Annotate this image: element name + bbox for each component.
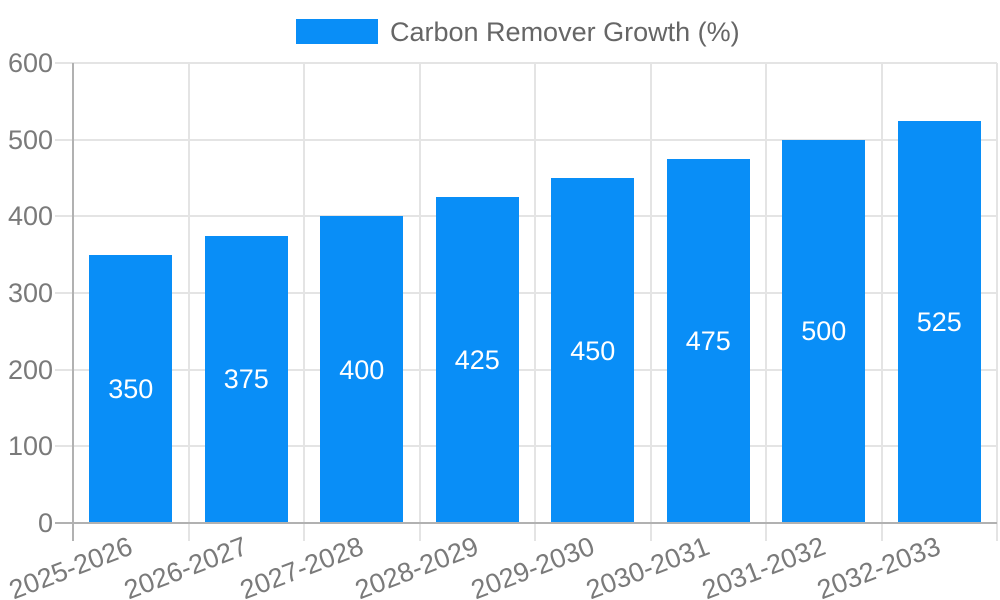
legend-swatch[interactable] <box>296 19 378 44</box>
gridline-horizontal <box>55 445 997 448</box>
gridline-vertical <box>996 63 998 541</box>
gridline-vertical <box>534 63 536 541</box>
bar-2031-2032[interactable] <box>782 139 866 523</box>
gridline-horizontal <box>55 292 997 294</box>
bar-2027-2028[interactable] <box>320 216 404 523</box>
y-axis-line <box>72 63 74 541</box>
bar-2029-2030[interactable] <box>551 178 635 523</box>
y-axis-tick-label: 600 <box>7 48 53 78</box>
y-axis-tick-label: 300 <box>7 278 53 308</box>
y-axis-tick-label: 0 <box>37 508 53 538</box>
y-axis-tick-label: 500 <box>7 124 53 155</box>
gridline-horizontal <box>55 215 997 218</box>
bar-2032-2033[interactable] <box>897 120 981 523</box>
bar-2026-2027[interactable] <box>204 235 288 523</box>
gridline-vertical <box>418 63 421 541</box>
y-axis-tick-label: 100 <box>7 431 53 462</box>
legend-label[interactable]: Carbon Remover Growth (%) <box>390 17 740 47</box>
bar-2030-2031[interactable] <box>666 158 750 523</box>
gridline-vertical <box>649 63 652 541</box>
gridline-vertical <box>187 63 190 541</box>
bar-2028-2029[interactable] <box>435 197 519 523</box>
gridline-vertical <box>765 63 767 541</box>
gridline-vertical <box>880 63 883 541</box>
y-axis-tick-label: 400 <box>7 201 53 232</box>
gridline-horizontal <box>55 138 997 141</box>
y-axis-tick-label: 200 <box>7 354 53 385</box>
x-axis-baseline <box>55 522 997 524</box>
gridline-horizontal <box>55 62 997 64</box>
gridline-horizontal <box>55 368 997 371</box>
legend: Carbon Remover Growth (%) <box>0 0 1000 50</box>
gridline-vertical <box>303 63 305 541</box>
bar-2025-2026[interactable] <box>89 254 173 523</box>
